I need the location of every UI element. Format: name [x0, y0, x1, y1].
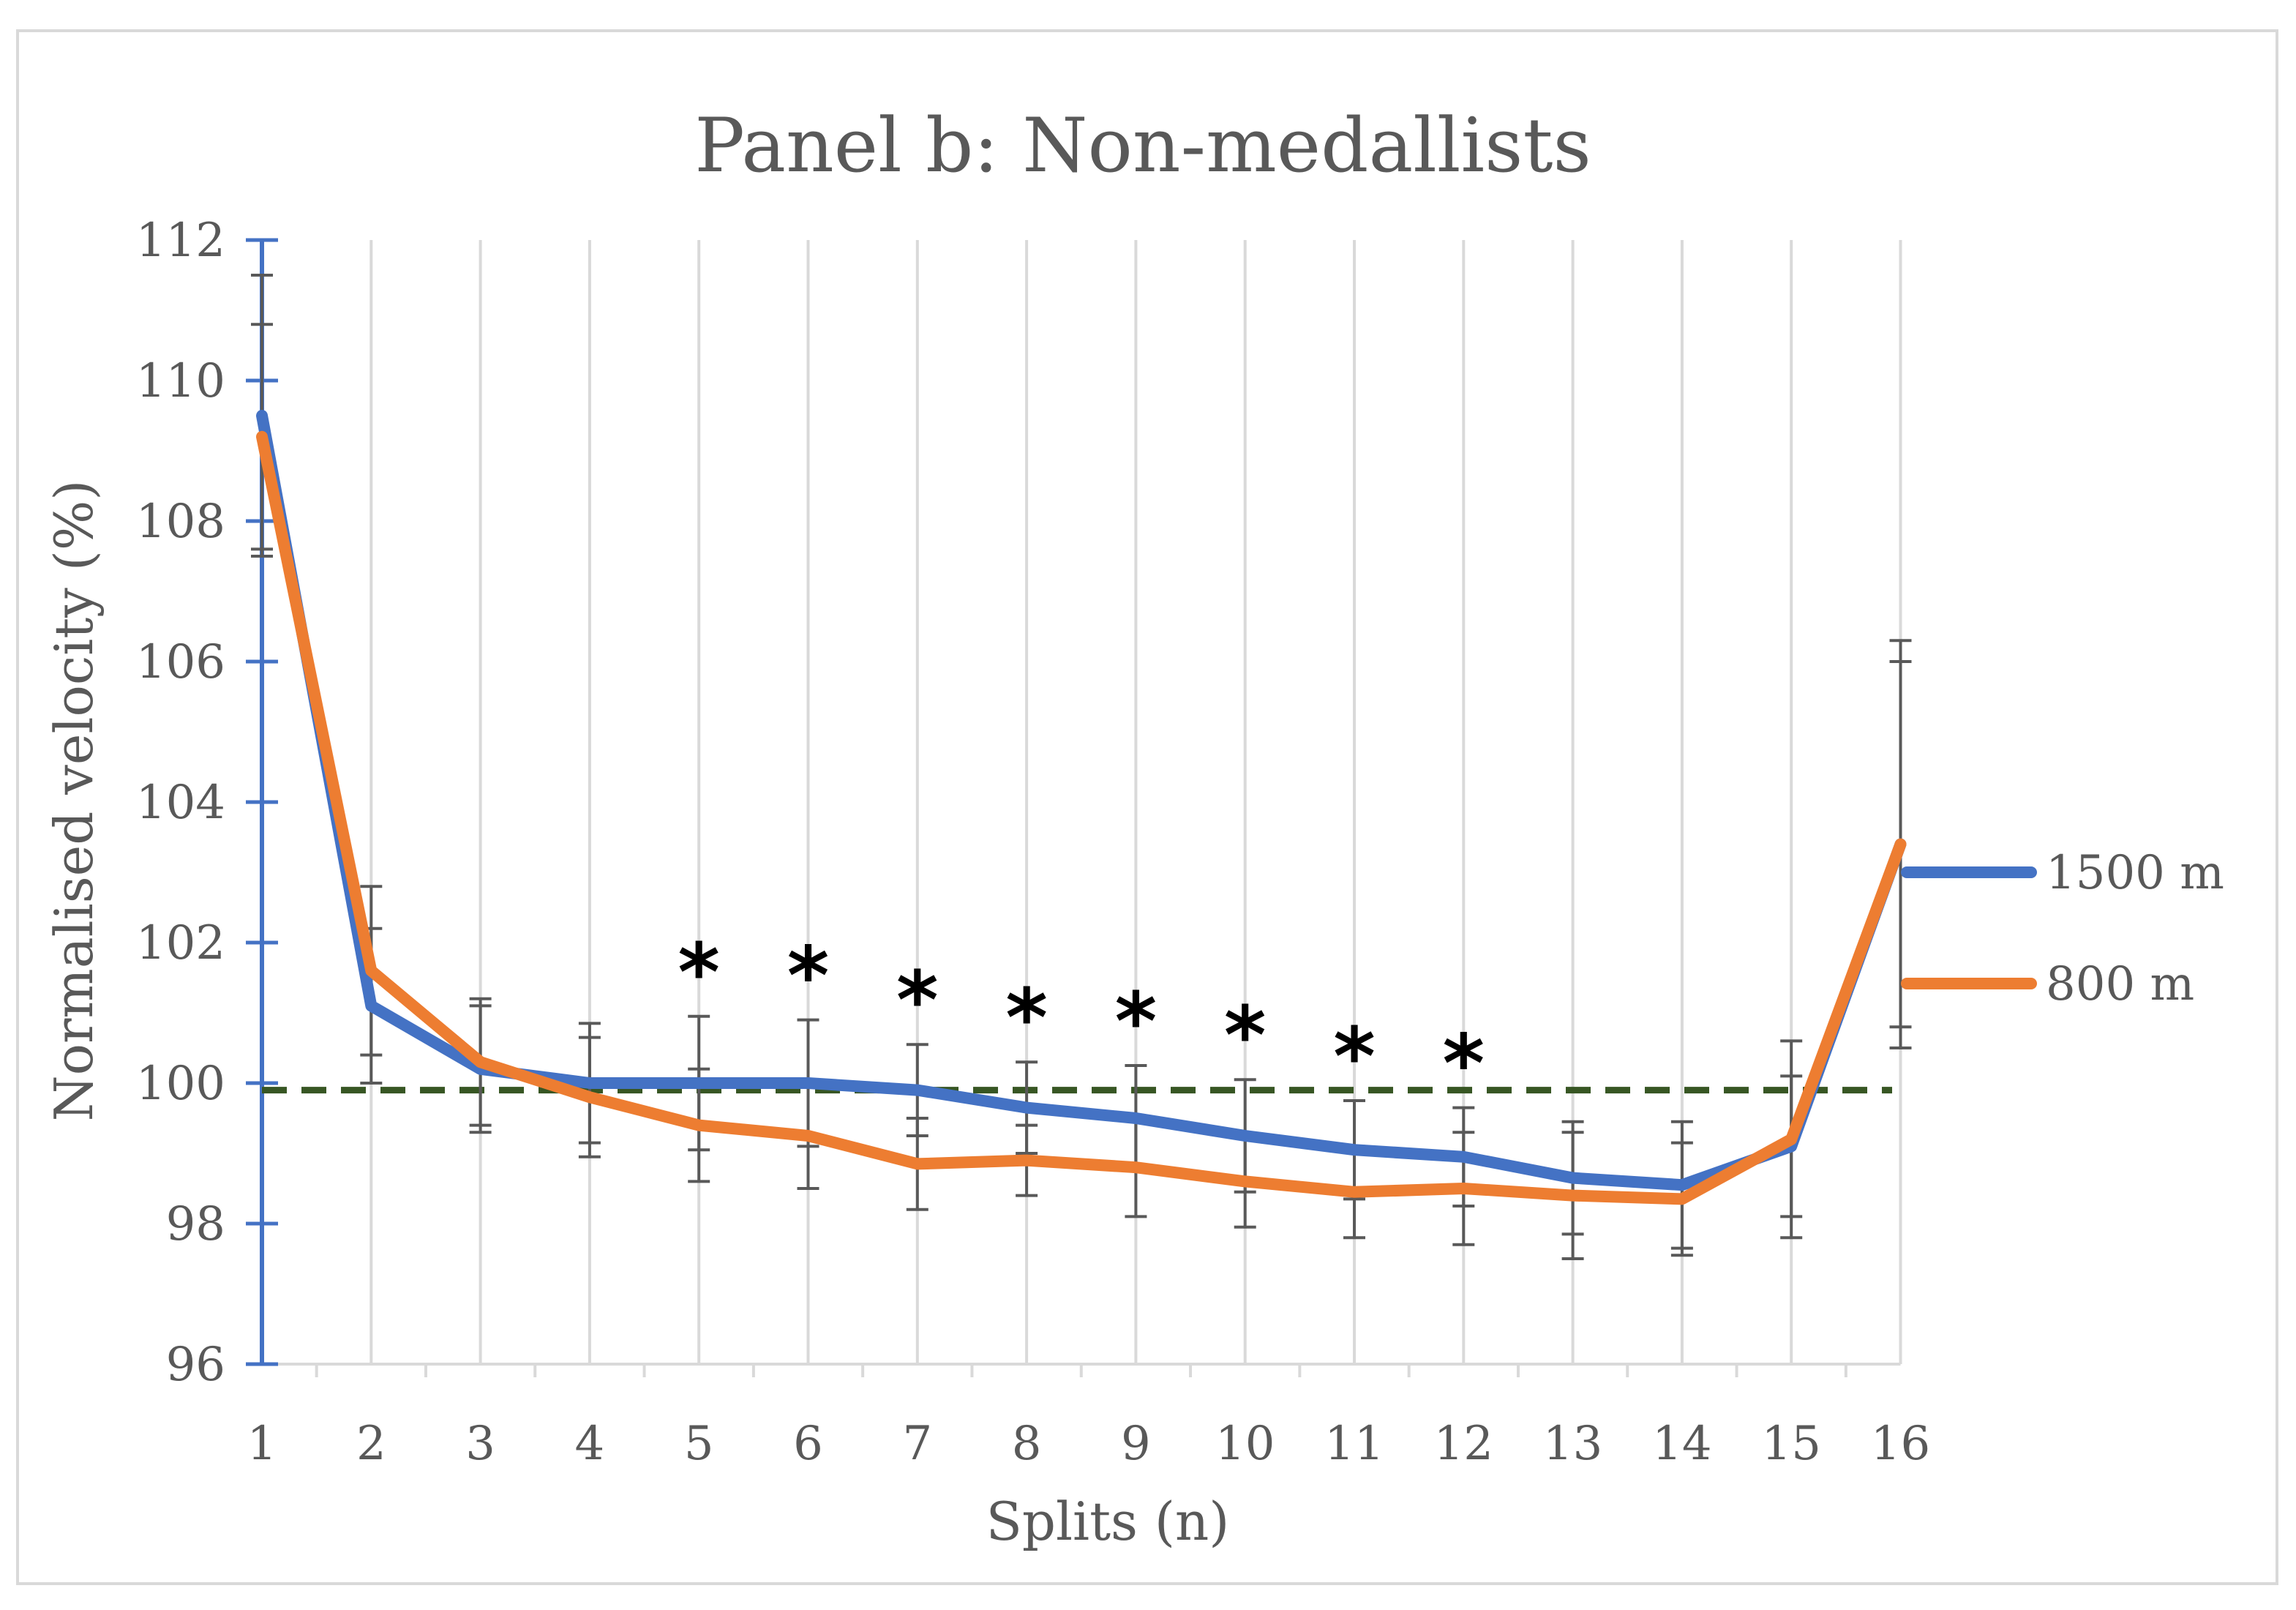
x-tick-label-5: 5: [684, 1417, 714, 1471]
y-tick-label-96: 96: [166, 1338, 225, 1392]
significance-marker-10: *: [1224, 989, 1267, 1082]
x-tick-label-8: 8: [1012, 1417, 1042, 1471]
significance-marker-6: *: [787, 929, 830, 1023]
significance-marker-9: *: [1115, 975, 1158, 1068]
y-tick-label-110: 110: [136, 354, 225, 408]
y-tick-label-98: 98: [166, 1197, 225, 1251]
chart-frame: Panel b: Non-medallists 1 2 3 4 5 6 7 8 9 10 11 12 1…: [16, 29, 2278, 1585]
x-tick-label-13: 13: [1543, 1417, 1602, 1471]
x-tick-label-4: 4: [575, 1417, 605, 1471]
axes: 1 2 3 4 5 6 7 8 9 10 11 12 13 14 15 1696981001021041061…: [136, 214, 1930, 1471]
y-tick-label-100: 100: [136, 1057, 225, 1111]
x-tick-label-16: 16: [1871, 1417, 1930, 1471]
x-tick-label-6: 6: [793, 1417, 823, 1471]
legend: 1500 m 800 m: [1901, 846, 2224, 1011]
significance-markers: * * * * * * * *: [678, 926, 1485, 1111]
significance-marker-12: *: [1443, 1017, 1485, 1111]
significance-marker-7: *: [896, 954, 939, 1047]
y-tick-label-102: 102: [136, 916, 225, 970]
x-tick-label-12: 12: [1434, 1417, 1493, 1471]
y-tick-label-106: 106: [136, 635, 225, 689]
x-tick-label-1: 1: [247, 1417, 277, 1471]
x-tick-label-10: 10: [1215, 1417, 1275, 1471]
y-tick-label-108: 108: [136, 495, 225, 549]
significance-marker-8: *: [1005, 971, 1048, 1065]
legend-label-800-m: 800 m: [2046, 957, 2194, 1011]
x-tick-label-9: 9: [1121, 1417, 1151, 1471]
significance-marker-5: *: [678, 926, 720, 1019]
y-axis-title: Normalised velocity (%): [43, 480, 105, 1122]
series-lines: [256, 410, 1907, 1205]
chart-title: Panel b: Non-medallists: [694, 102, 1591, 190]
x-tick-label-11: 11: [1324, 1417, 1384, 1471]
x-tick-label-14: 14: [1652, 1417, 1711, 1471]
x-axis-title: Splits (n): [986, 1491, 1230, 1552]
x-tick-label-2: 2: [356, 1417, 386, 1471]
legend-label-1500-m: 1500 m: [2046, 846, 2224, 900]
x-tick-label-3: 3: [465, 1417, 495, 1471]
x-tick-label-15: 15: [1761, 1417, 1820, 1471]
y-tick-label-104: 104: [136, 776, 225, 830]
series-line-800-m: [256, 430, 1907, 1205]
significance-marker-11: *: [1333, 1010, 1376, 1104]
x-tick-label-7: 7: [902, 1417, 932, 1471]
chart-svg: Panel b: Non-medallists 1 2 3 4 5 6 7 8 9 10 11 12 1…: [43, 102, 2224, 1552]
y-tick-label-112: 112: [136, 214, 225, 268]
